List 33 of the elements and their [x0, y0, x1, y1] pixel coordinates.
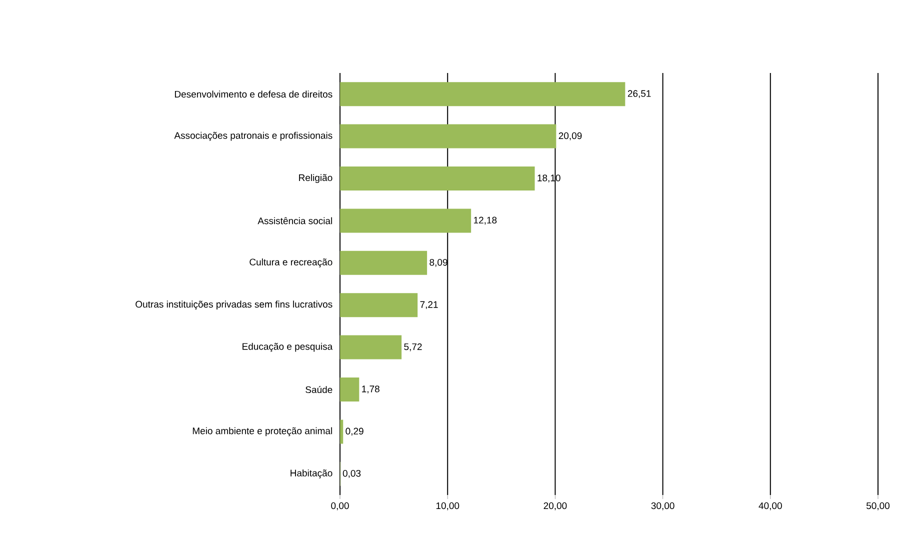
x-tick-label: 50,00 [866, 502, 890, 510]
bar [340, 293, 418, 318]
bar [340, 82, 626, 106]
y-tick-label: Educação e pesquisa [242, 342, 333, 352]
data-label: 7,21 [420, 301, 438, 310]
y-tick-label: Outras instituições privadas sem fins lucrativos [136, 300, 332, 310]
bar [340, 250, 428, 275]
y-tick-label: Religião [299, 174, 332, 183]
bar [340, 166, 535, 191]
y-tick-label: Associações patronais e profissionais [174, 132, 332, 141]
data-label: 12,18 [474, 216, 497, 225]
y-tick-label: Saúde [306, 386, 332, 394]
x-tick-label: 0,00 [331, 502, 349, 510]
bar [340, 335, 402, 360]
bar [340, 378, 360, 402]
y-tick-label: Cultura e recreação [250, 258, 332, 268]
data-label: 1,78 [362, 386, 380, 394]
x-tick-label: 30,00 [651, 502, 674, 510]
bar [340, 420, 344, 444]
y-tick-label: Desenvolvimento e defesa de direitos [174, 90, 332, 98]
data-label: 5,72 [404, 343, 422, 352]
data-label: 26,51 [628, 90, 651, 98]
data-label: 20,09 [558, 132, 582, 140]
x-tick-label: 20,00 [544, 502, 567, 510]
x-tick-label: 10,00 [436, 502, 460, 510]
y-tick-label: Habitação [290, 469, 332, 478]
y-tick-label: Assistência social [258, 217, 332, 224]
bar [340, 124, 556, 148]
data-label: 0,29 [346, 428, 364, 436]
x-tick-label: 40,00 [758, 502, 782, 510]
data-label: 0,03 [342, 470, 361, 478]
y-tick-label: Meio ambiente e proteção animal [192, 427, 332, 436]
bar [340, 208, 472, 233]
